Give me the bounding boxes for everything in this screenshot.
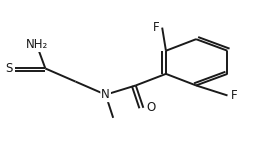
Text: F: F	[230, 89, 237, 102]
Text: F: F	[153, 21, 159, 34]
Text: N: N	[101, 88, 110, 101]
Text: O: O	[146, 101, 156, 114]
Text: S: S	[5, 62, 13, 75]
Text: NH₂: NH₂	[25, 38, 48, 51]
